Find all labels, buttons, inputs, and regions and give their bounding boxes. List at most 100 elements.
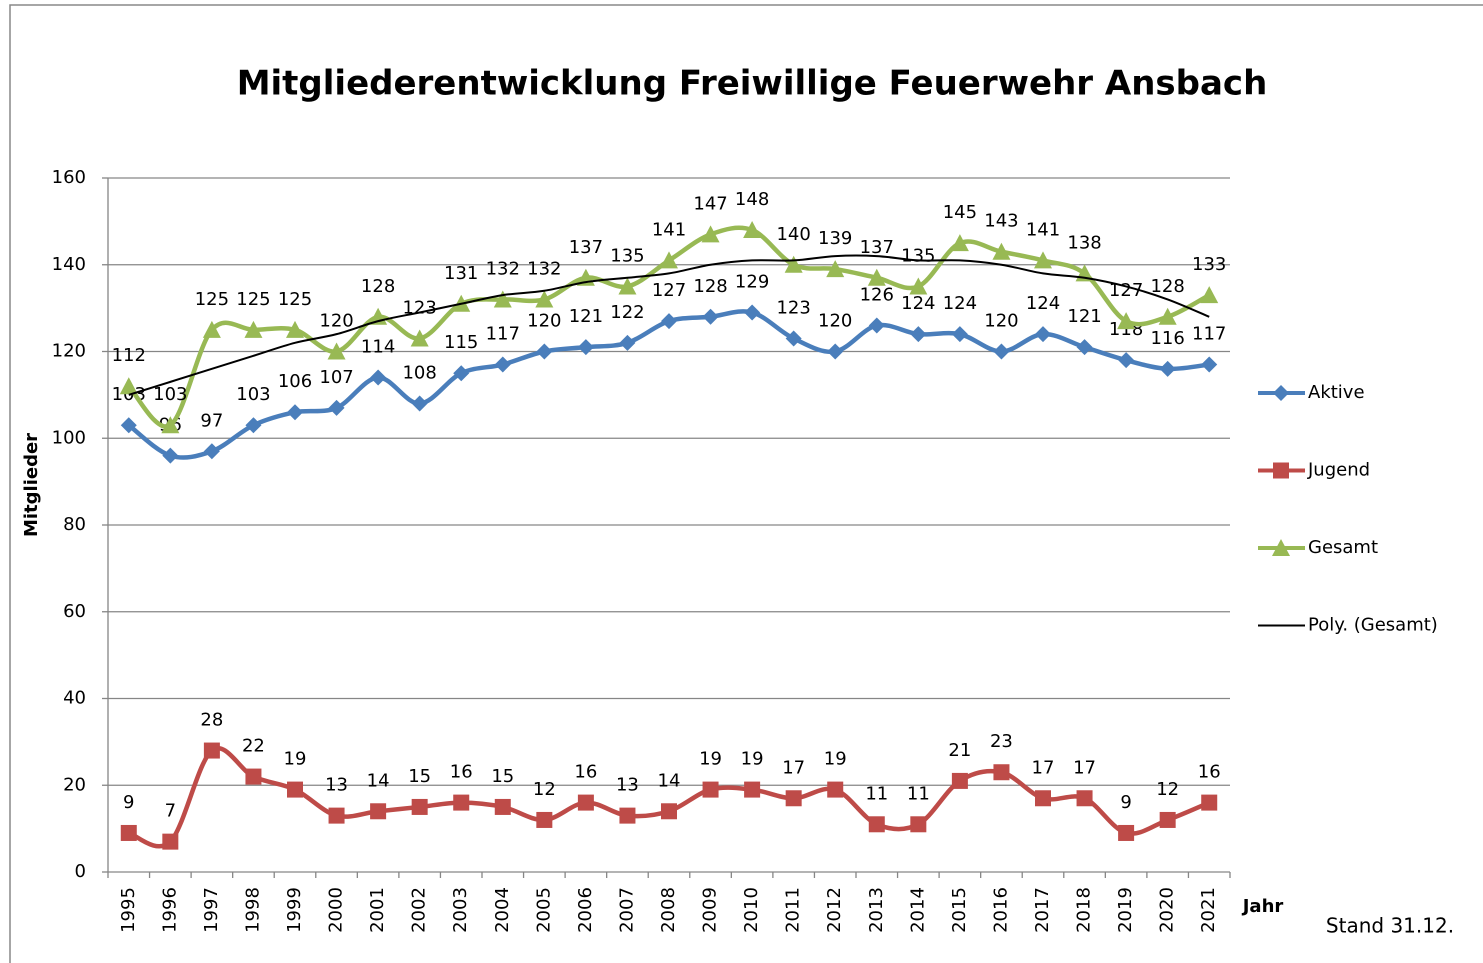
data-label: 124 <box>943 293 977 314</box>
data-label: 129 <box>735 271 769 292</box>
marker <box>826 260 845 278</box>
data-label: 13 <box>616 775 639 796</box>
data-label: 120 <box>319 311 353 332</box>
data-label: 117 <box>1192 324 1226 345</box>
data-label: 127 <box>652 280 686 301</box>
marker <box>370 369 387 386</box>
marker <box>784 255 803 273</box>
marker <box>244 320 263 338</box>
data-label: 21 <box>948 740 971 761</box>
marker <box>702 308 719 325</box>
data-label: 137 <box>569 237 603 258</box>
data-label: 22 <box>242 736 265 757</box>
x-tick-label: 2018 <box>1074 887 1095 933</box>
x-tick-label: 2009 <box>700 887 721 933</box>
marker <box>993 764 1010 781</box>
data-label: 126 <box>860 284 894 305</box>
marker <box>827 343 844 360</box>
marker <box>660 251 678 269</box>
marker <box>909 277 928 295</box>
marker <box>119 377 138 395</box>
marker <box>328 399 345 416</box>
legend-label: Gesamt <box>1308 537 1378 558</box>
marker <box>1117 312 1136 330</box>
data-label: 138 <box>1067 232 1101 253</box>
chart-title: Mitgliederentwicklung Freiwillige Feuerw… <box>237 64 1268 104</box>
legend-label: Poly. (Gesamt) <box>1308 615 1438 636</box>
marker <box>494 798 511 815</box>
marker <box>1118 352 1135 369</box>
y-tick-label: 160 <box>52 167 86 188</box>
data-label: 9 <box>1120 792 1131 813</box>
data-label: 16 <box>450 762 473 783</box>
y-tick-label: 80 <box>63 514 86 535</box>
data-label: 117 <box>486 324 520 345</box>
y-axis-label: Mitglieder <box>21 433 42 537</box>
marker <box>162 447 179 464</box>
marker <box>1200 286 1219 304</box>
data-label: 97 <box>200 410 223 431</box>
x-tick-label: 2002 <box>409 887 430 933</box>
marker <box>245 768 262 785</box>
data-label: 15 <box>408 766 431 787</box>
data-label: 128 <box>361 276 395 297</box>
data-label: 148 <box>735 189 769 210</box>
data-label: 140 <box>776 224 810 245</box>
marker <box>1035 326 1051 343</box>
data-label: 127 <box>1109 280 1143 301</box>
data-label: 103 <box>153 384 187 405</box>
marker <box>203 443 220 460</box>
marker <box>1159 811 1176 828</box>
data-label: 139 <box>818 228 852 249</box>
marker <box>1201 356 1218 373</box>
data-label: 147 <box>693 193 727 214</box>
x-tick-label: 2013 <box>866 887 887 933</box>
x-tick-label: 2000 <box>326 887 347 933</box>
data-label: 14 <box>658 770 681 791</box>
marker <box>743 221 762 239</box>
marker <box>203 742 220 759</box>
legend-label: Aktive <box>1308 382 1365 403</box>
marker <box>287 781 303 798</box>
data-label: 125 <box>195 289 229 310</box>
marker <box>701 225 720 243</box>
data-label: 125 <box>236 289 270 310</box>
marker <box>1035 790 1051 807</box>
marker <box>577 339 594 356</box>
marker <box>950 234 969 252</box>
marker <box>410 329 429 347</box>
data-label: 137 <box>860 237 894 258</box>
marker <box>120 824 137 841</box>
marker <box>245 417 262 434</box>
x-tick-label: 2020 <box>1157 887 1178 933</box>
x-tick-label: 1997 <box>201 887 222 933</box>
x-tick-label: 2012 <box>824 887 845 933</box>
marker <box>618 277 637 295</box>
marker <box>494 356 511 373</box>
marker <box>661 313 677 330</box>
marker <box>1159 360 1176 377</box>
data-label: 103 <box>236 384 270 405</box>
data-label: 19 <box>699 749 722 770</box>
marker <box>1272 539 1290 556</box>
marker <box>867 268 886 286</box>
data-label: 9 <box>123 792 134 813</box>
marker <box>411 395 428 412</box>
marker <box>661 803 677 820</box>
marker <box>785 790 802 807</box>
marker <box>951 772 968 789</box>
data-label: 106 <box>278 371 312 392</box>
marker <box>287 404 303 421</box>
data-label: 124 <box>901 293 935 314</box>
marker <box>453 794 470 811</box>
x-tick-label: 2008 <box>658 887 679 933</box>
marker <box>536 811 553 828</box>
x-tick-label: 2017 <box>1032 887 1053 933</box>
data-label: 132 <box>486 258 520 279</box>
marker <box>744 781 761 798</box>
data-label: 115 <box>444 332 478 353</box>
x-tick-label: 1999 <box>284 887 305 933</box>
data-label: 143 <box>984 211 1018 232</box>
data-label: 122 <box>610 302 644 323</box>
data-label: 17 <box>1032 757 1055 778</box>
